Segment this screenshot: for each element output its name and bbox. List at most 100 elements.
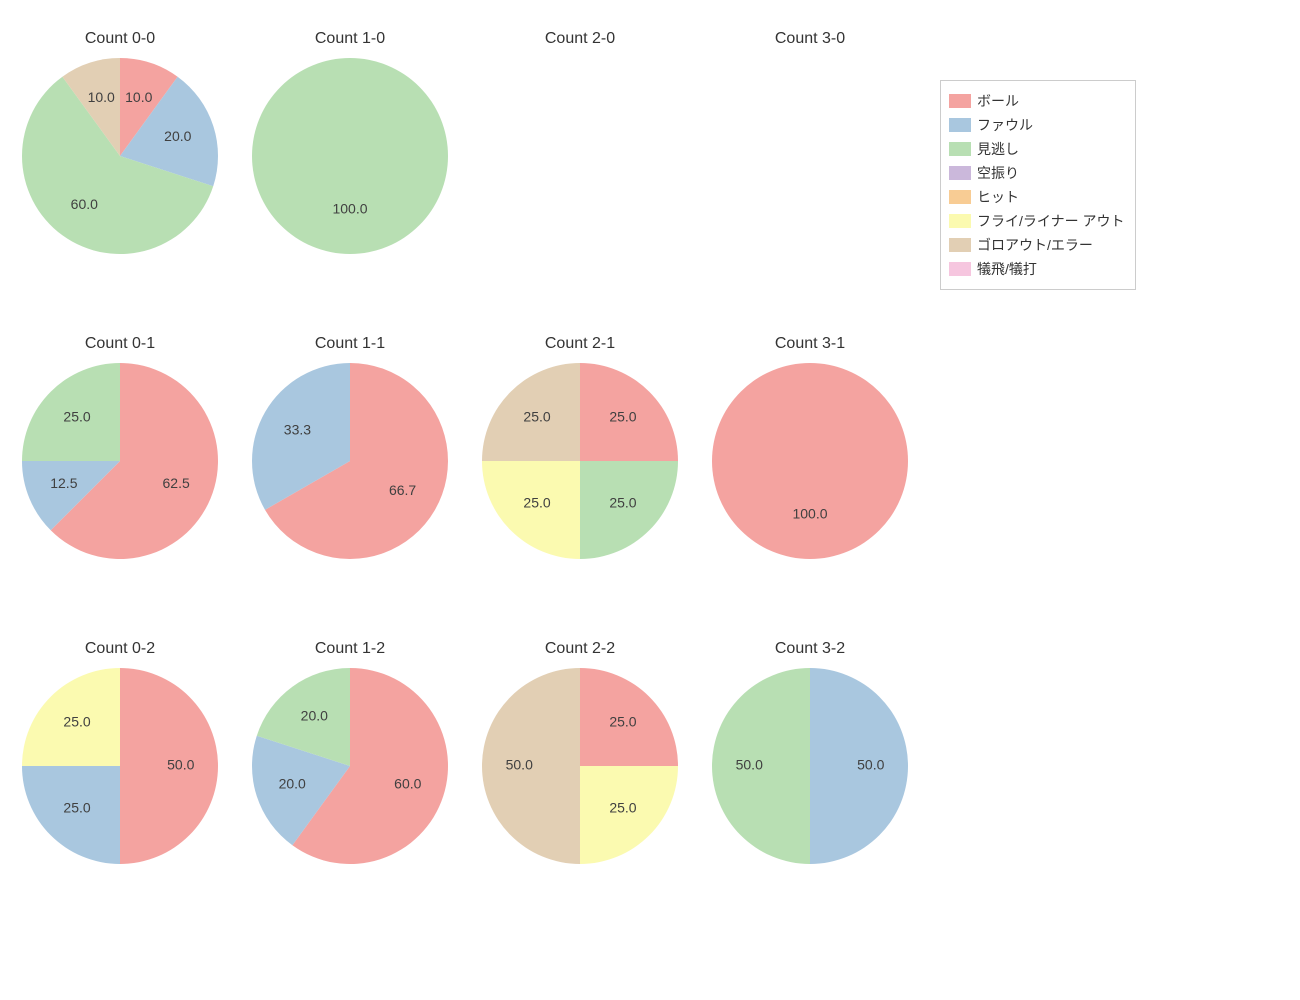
chart-cell-c10: Count 1-0 100.0: [245, 30, 455, 256]
pie-slice-label: 12.5: [50, 475, 77, 491]
pie-slice-label: 20.0: [164, 128, 191, 144]
legend-label: ボール: [977, 91, 1019, 111]
chart-title: Count 3-2: [705, 640, 915, 658]
pie-c01: 62.512.525.0: [20, 361, 220, 561]
pie-slice-label: 25.0: [523, 409, 550, 425]
pie-slice-label: 60.0: [71, 196, 98, 212]
legend-item: フライ/ライナー アウト: [949, 209, 1125, 233]
pie-slice-label: 25.0: [609, 800, 636, 816]
pie-slice-label: 10.0: [88, 89, 115, 105]
pie-slice-label: 100.0: [332, 201, 367, 217]
legend-label: 犠飛/犠打: [977, 259, 1037, 279]
legend-item: ファウル: [949, 113, 1125, 137]
pie-c21: 25.0 25.0 25.0 25.0: [480, 361, 680, 561]
legend-label: ヒット: [977, 187, 1019, 207]
pie-slice-label: 25.0: [63, 714, 90, 730]
legend-label: フライ/ライナー アウト: [977, 211, 1125, 231]
pie-wrap: 25.0 25.0 25.0 25.0: [475, 361, 685, 561]
pie-wrap: [705, 56, 915, 256]
chart-cell-c02: Count 0-2 50.0 25.0 25.0: [15, 640, 225, 866]
chart-cell-c32: Count 3-2 50.0 50.0: [705, 640, 915, 866]
pie-c10: 100.0: [250, 56, 450, 256]
legend-item: 空振り: [949, 161, 1125, 185]
pie-slice-label: 25.0: [609, 495, 636, 511]
chart-grid: Count 0-010.020.060.010.0Count 1-0100.0C…: [0, 0, 1300, 1000]
legend-label: 見逃し: [977, 139, 1019, 159]
pie-slice-label: 20.0: [301, 708, 328, 724]
pie-c22: 25.0 25.0 50.0: [480, 666, 680, 866]
legend-label: ゴロアウト/エラー: [977, 235, 1093, 255]
chart-cell-c11: Count 1-1 66.7 33.3: [245, 335, 455, 561]
pie-slice-label: 50.0: [506, 757, 533, 773]
chart-cell-c21: Count 2-1 25.0 25.0 25.0 25.0: [475, 335, 685, 561]
pie-slice-label: 10.0: [125, 89, 152, 105]
pie-c12: 60.0 20.0 20.0: [250, 666, 450, 866]
legend-swatch: [949, 142, 971, 156]
legend-item: 見逃し: [949, 137, 1125, 161]
pie-wrap: 62.512.525.0: [15, 361, 225, 561]
chart-title: Count 0-2: [15, 640, 225, 658]
pie-wrap: 100.0: [245, 56, 455, 256]
pie-wrap: 66.7 33.3: [245, 361, 455, 561]
legend-label: 空振り: [977, 163, 1019, 183]
pie-wrap: 60.0 20.0 20.0: [245, 666, 455, 866]
legend-swatch: [949, 190, 971, 204]
pie-c20: [480, 56, 680, 256]
pie-slice-label: 25.0: [523, 495, 550, 511]
pie-wrap: 50.0 50.0: [705, 666, 915, 866]
chart-title: Count 2-0: [475, 30, 685, 48]
legend-swatch: [949, 94, 971, 108]
pie-slice-label: 66.7: [389, 482, 416, 498]
pie-slice-label: 50.0: [857, 757, 884, 773]
chart-title: Count 3-1: [705, 335, 915, 353]
pie-slice: [252, 58, 448, 254]
pie-c00: 10.0 20.0 60.0 10.0: [20, 56, 220, 256]
pie-slice-label: 25.0: [609, 714, 636, 730]
pie-slice-label: 25.0: [609, 409, 636, 425]
chart-cell-c00: Count 0-0 10.0 20.0 60.0 10.0: [15, 30, 225, 256]
pie-slice-label: 25.0: [63, 800, 90, 816]
chart-title: Count 2-1: [475, 335, 685, 353]
chart-cell-c22: Count 2-2 25.0 25.0 50.0: [475, 640, 685, 866]
pie-slice: [712, 363, 908, 559]
pie-c02: 50.0 25.0 25.0: [20, 666, 220, 866]
pie-c30: [710, 56, 910, 256]
pie-slice-label: 20.0: [279, 775, 306, 791]
pie-c11: 66.7 33.3: [250, 361, 450, 561]
pie-wrap: 50.0 25.0 25.0: [15, 666, 225, 866]
pie-slice-label: 62.5: [163, 475, 190, 491]
legend-swatch: [949, 214, 971, 228]
chart-title: Count 1-0: [245, 30, 455, 48]
pie-wrap: 25.0 25.0 50.0: [475, 666, 685, 866]
chart-cell-c01: Count 0-162.512.525.0: [15, 335, 225, 561]
pie-slice-label: 60.0: [394, 775, 421, 791]
legend-label: ファウル: [977, 115, 1033, 135]
chart-title: Count 1-2: [245, 640, 455, 658]
chart-cell-c30: Count 3-0: [705, 30, 915, 256]
pie-slice-label: 50.0: [736, 757, 763, 773]
chart-title: Count 0-1: [15, 335, 225, 353]
legend-item: ボール: [949, 89, 1125, 113]
legend: ボールファウル見逃し空振りヒットフライ/ライナー アウトゴロアウト/エラー犠飛/…: [940, 80, 1136, 290]
chart-cell-c12: Count 1-2 60.0 20.0 20.0: [245, 640, 455, 866]
legend-swatch: [949, 262, 971, 276]
chart-title: Count 3-0: [705, 30, 915, 48]
chart-cell-c31: Count 3-1 100.0: [705, 335, 915, 561]
chart-title: Count 1-1: [245, 335, 455, 353]
pie-c31: 100.0: [710, 361, 910, 561]
pie-slice-label: 50.0: [167, 757, 194, 773]
legend-item: 犠飛/犠打: [949, 257, 1125, 281]
legend-swatch: [949, 238, 971, 252]
pie-wrap: [475, 56, 685, 256]
pie-slice-label: 100.0: [792, 506, 827, 522]
pie-wrap: 10.0 20.0 60.0 10.0: [15, 56, 225, 256]
chart-title: Count 0-0: [15, 30, 225, 48]
chart-cell-c20: Count 2-0: [475, 30, 685, 256]
pie-slice-label: 33.3: [284, 421, 311, 437]
pie-wrap: 100.0: [705, 361, 915, 561]
legend-swatch: [949, 118, 971, 132]
legend-swatch: [949, 166, 971, 180]
chart-title: Count 2-2: [475, 640, 685, 658]
legend-item: ゴロアウト/エラー: [949, 233, 1125, 257]
pie-c32: 50.0 50.0: [710, 666, 910, 866]
